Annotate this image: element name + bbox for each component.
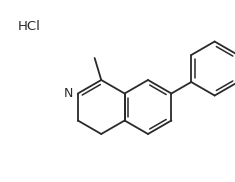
Text: HCl: HCl [18,20,41,33]
Text: N: N [63,87,73,100]
